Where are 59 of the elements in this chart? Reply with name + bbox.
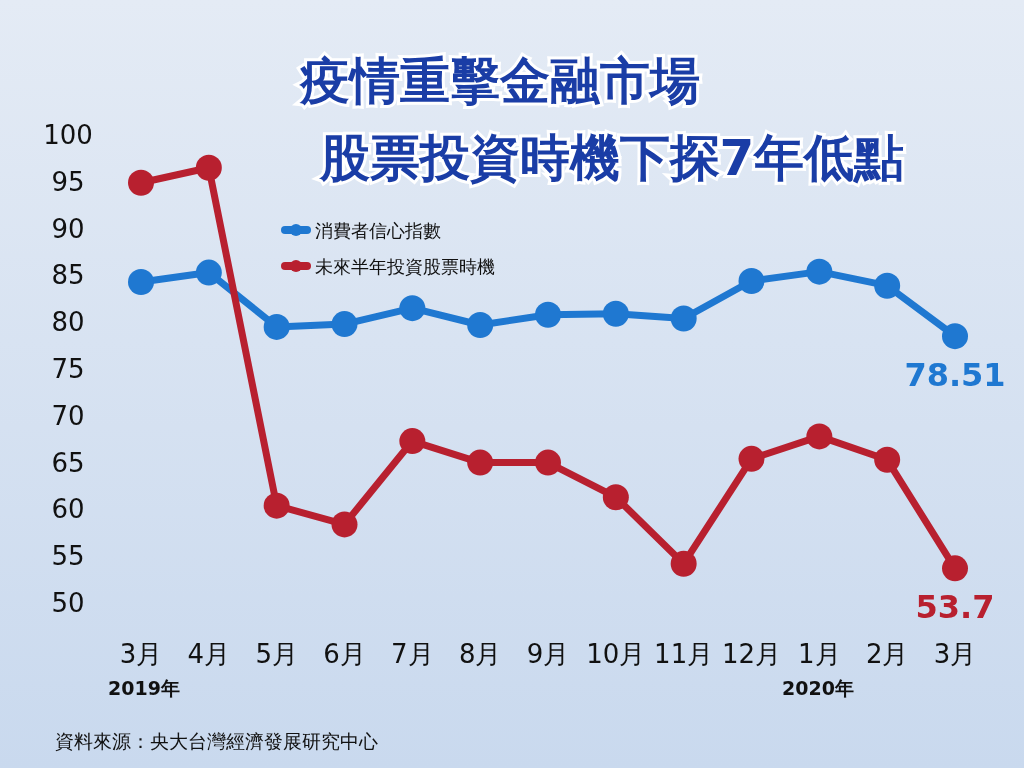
text: 2020年 <box>782 677 854 699</box>
point <box>874 446 901 473</box>
y-tick-label: 100 <box>43 120 93 150</box>
x-tick-label: 2月 <box>865 639 909 669</box>
y-tick-label: 95 <box>51 166 85 197</box>
point <box>738 445 765 472</box>
point <box>738 268 765 295</box>
x-tick-label: 9月 <box>526 639 570 669</box>
point <box>602 300 629 327</box>
x-tick-label: 3月 <box>119 639 163 669</box>
x-tick-label: 3月 <box>933 639 977 669</box>
point <box>806 258 833 285</box>
point <box>535 449 561 476</box>
y-tick-label: 60 <box>51 494 85 525</box>
point <box>195 259 222 286</box>
point <box>195 154 222 181</box>
x-tick-label: 1月 <box>798 639 841 669</box>
point <box>467 449 494 476</box>
data-label: 53.7 <box>915 588 995 627</box>
point <box>263 492 290 519</box>
x-tick-label: 7月 <box>391 639 434 669</box>
point <box>263 313 290 340</box>
x-tick-label: 10月 <box>586 639 646 669</box>
source-note: 資料來源：央大台灣經濟發展研究中心 <box>55 730 378 752</box>
text: 2019年 <box>108 677 180 699</box>
y-tick-label: 70 <box>51 400 85 431</box>
point <box>331 511 358 538</box>
x-tick-label: 5月 <box>255 639 298 669</box>
point <box>874 272 901 299</box>
y-tick-label: 90 <box>51 213 85 244</box>
point <box>399 295 426 322</box>
point <box>670 550 697 577</box>
point <box>806 423 833 450</box>
y-tick-label: 80 <box>51 307 85 338</box>
point <box>399 428 426 455</box>
point <box>670 305 697 332</box>
chart-subtitle: 股票投資時機下探7年低點 <box>317 129 905 187</box>
x-tick-label: 11月 <box>654 639 714 669</box>
x-tick-label: 6月 <box>323 639 366 669</box>
legend-label: 未來半年投資股票時機 <box>315 256 495 277</box>
legend-label: 消費者信心指數 <box>315 220 441 241</box>
y-tick-label: 55 <box>51 541 85 572</box>
point <box>535 301 561 328</box>
chart-title: 疫情重擊金融市場 <box>299 52 700 110</box>
y-tick-label: 85 <box>51 260 85 291</box>
x-tick-label: 4月 <box>187 639 231 669</box>
y-tick-label: 75 <box>51 354 85 384</box>
point <box>942 555 968 582</box>
point <box>128 169 154 196</box>
x-tick-label: 12月 <box>721 639 782 669</box>
point <box>128 268 154 295</box>
point <box>942 323 968 350</box>
data-label: 78.51 <box>904 356 1006 395</box>
point <box>467 312 494 339</box>
y-tick-label: 50 <box>51 588 85 618</box>
x-tick-label: 8月 <box>458 639 502 669</box>
point <box>331 311 358 338</box>
y-tick-label: 65 <box>51 447 85 478</box>
point <box>602 484 629 511</box>
